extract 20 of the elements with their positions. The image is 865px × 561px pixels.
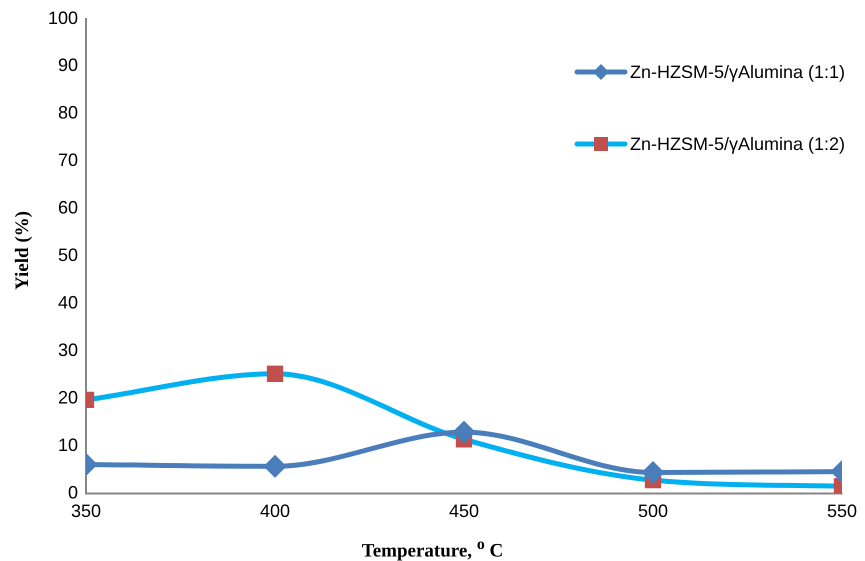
y-tick-label: 70	[58, 150, 78, 170]
y-tick-label: 90	[58, 55, 78, 76]
x-tick-label: 350	[71, 501, 102, 522]
y-tick-label: 40	[58, 292, 78, 313]
y-tick-label: 80	[58, 102, 78, 123]
x-tick-label: 450	[448, 501, 480, 522]
y-tick-label: 60	[58, 198, 78, 218]
x-axis-title: Temperature, $^{o}$ C	[360, 536, 504, 561]
y-tick-label: 50	[58, 245, 78, 266]
x-tick-label: 400	[260, 501, 290, 522]
y-tick-label: 100	[48, 8, 78, 28]
legend-label: Zn-HZSM-5/γAlumina (1:2)	[630, 134, 845, 154]
legend-label: Zn-HZSM-5/γAlumina (1:1)	[630, 62, 845, 82]
x-tick-label: 500	[638, 501, 668, 522]
y-tick-label: 20	[58, 387, 78, 408]
y-tick-label: 0	[68, 482, 78, 502]
y-tick-label: 30	[58, 340, 78, 360]
y-axis-title: Yield (%)	[12, 210, 34, 290]
x-tick-label: 550	[826, 501, 858, 522]
y-tick-label: 10	[58, 434, 78, 455]
